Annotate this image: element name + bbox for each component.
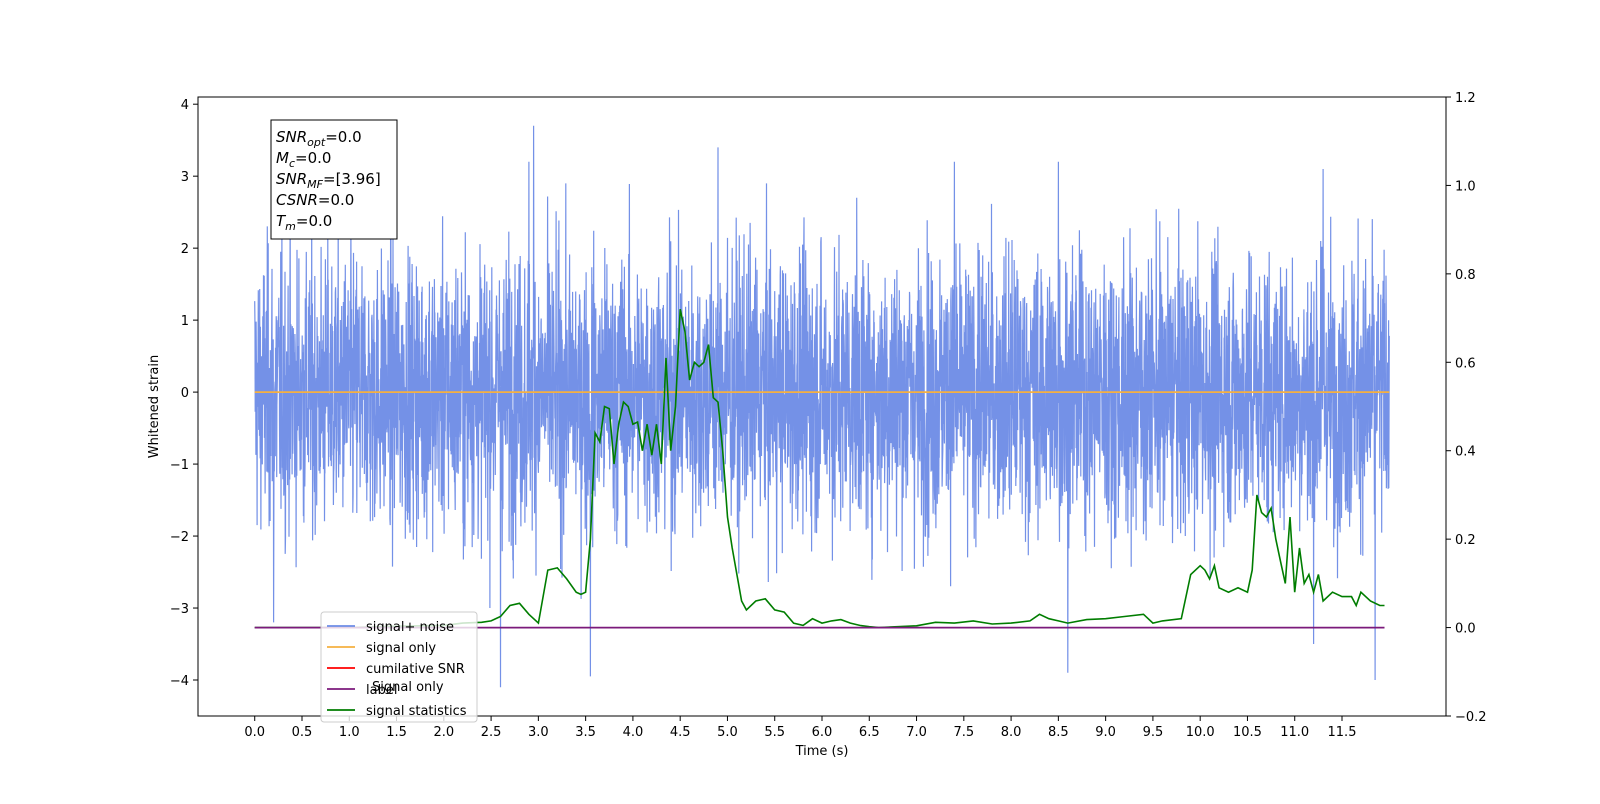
x-tick-label: 4.5 <box>670 725 691 740</box>
annotation-line: SNRopt=0.0 <box>276 128 362 149</box>
y-tick-label: −2 <box>170 530 189 545</box>
y-axis-left: 4 3 2 1 0 −1 −2 −3 −4 <box>170 98 198 689</box>
x-axis-label: Time (s) <box>795 744 849 759</box>
y-axis-label: Whitened strain <box>147 355 162 458</box>
y2-tick-label: 0.2 <box>1455 533 1476 548</box>
x-tick-label: 7.5 <box>953 725 974 740</box>
legend-overlap-text: Signal only <box>372 680 444 695</box>
x-tick-label: 0.5 <box>292 725 313 740</box>
y-tick-label: −4 <box>170 674 189 689</box>
x-tick-label: 9.0 <box>1095 725 1116 740</box>
noise-trace <box>254 125 1390 688</box>
y2-tick-label: 1.2 <box>1455 91 1476 106</box>
annotation-line: Tm=0.0 <box>276 212 332 233</box>
x-tick-label: 9.5 <box>1143 725 1164 740</box>
y2-tick-label: 1.0 <box>1455 179 1476 194</box>
x-tick-label: 5.5 <box>764 725 785 740</box>
y-tick-label: 1 <box>181 314 189 329</box>
x-tick-label: 3.0 <box>528 725 549 740</box>
x-tick-label: 2.5 <box>481 725 502 740</box>
annotation-line: SNRMF=[3.96] <box>276 170 381 191</box>
x-tick-label: 3.5 <box>575 725 596 740</box>
x-tick-label: 6.5 <box>859 725 880 740</box>
legend-label: label <box>366 683 397 698</box>
x-tick-label: 8.5 <box>1048 725 1069 740</box>
legend-label: signal only <box>366 641 436 656</box>
legend: Signal only signal+ noise signal only cumil… <box>320 611 478 723</box>
x-tick-label: 8.0 <box>1001 725 1022 740</box>
x-tick-label: 7.0 <box>906 725 927 740</box>
y-tick-label: 3 <box>181 170 189 185</box>
y2-tick-label: 0.4 <box>1455 445 1476 460</box>
annotation-line: Mc=0.0 <box>276 149 331 170</box>
x-tick-label: 2.0 <box>433 725 454 740</box>
y-tick-label: −1 <box>170 458 189 473</box>
x-axis: 0.0 0.5 1.0 1.5 2.0 2.5 3.0 3.5 4.0 4.5 5.0 5.5 6.0 6… <box>244 716 1356 740</box>
y-tick-label: 4 <box>181 98 189 113</box>
x-tick-label: 10.5 <box>1233 725 1262 740</box>
legend-label: cumilative SNR <box>366 662 465 677</box>
x-tick-label: 1.0 <box>339 725 360 740</box>
y-tick-label: 2 <box>181 242 189 257</box>
y-tick-label: −3 <box>170 602 189 617</box>
legend-frame <box>320 611 478 723</box>
y2-tick-label: 0.6 <box>1455 356 1476 371</box>
x-tick-label: 1.5 <box>386 725 407 740</box>
x-tick-label: 4.0 <box>623 725 644 740</box>
x-tick-label: 10.0 <box>1186 725 1215 740</box>
x-tick-label: 11.5 <box>1328 725 1357 740</box>
annotation-line: CSNR=0.0 <box>276 191 354 209</box>
legend-label: signal statistics <box>366 704 467 719</box>
y2-tick-label: −0.2 <box>1455 710 1487 725</box>
y-axis-right: 1.2 1.0 0.8 0.6 0.4 0.2 0.0 −0.2 <box>1446 91 1487 725</box>
y2-tick-label: 0.0 <box>1455 622 1476 637</box>
legend-label: signal+ noise <box>366 620 454 635</box>
x-tick-label: 0.0 <box>244 725 265 740</box>
x-tick-label: 6.0 <box>812 725 833 740</box>
y2-tick-label: 0.8 <box>1455 268 1476 283</box>
x-tick-label: 11.0 <box>1280 725 1309 740</box>
signal-statistics-series <box>254 309 1385 629</box>
signal-statistics-line <box>254 309 1385 629</box>
x-tick-label: 5.0 <box>717 725 738 740</box>
y-tick-label: 0 <box>181 386 189 401</box>
annotation-frame <box>270 119 398 240</box>
noise-series <box>254 125 1390 688</box>
